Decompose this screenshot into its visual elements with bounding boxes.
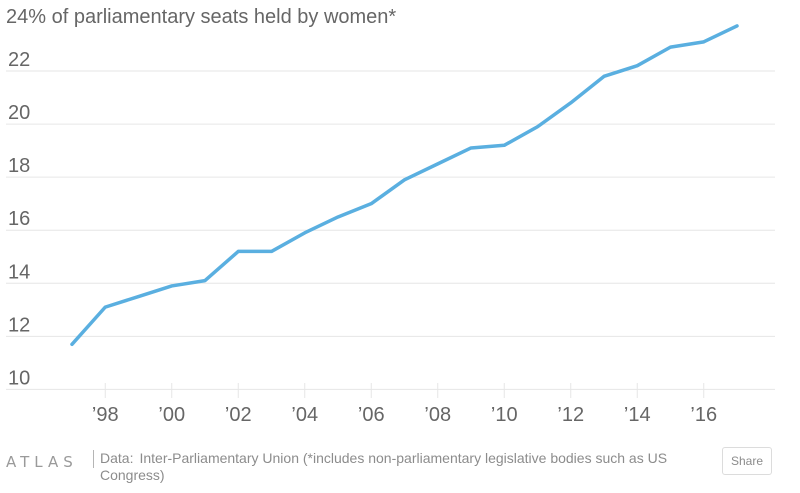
data-point [336,215,340,219]
x-tick-label: ’16 [690,404,717,426]
x-grid-lines [104,383,705,398]
data-point [669,45,672,49]
y-tick-label: 12 [8,314,30,336]
x-tick-label: ’14 [624,404,651,426]
x-tick-label: ’02 [225,404,252,426]
x-tick-label: ’08 [424,404,451,426]
data-point [469,146,473,150]
y-axis-ticks: 10 12 14 16 18 20 22 [8,49,30,389]
y-tick-label: 18 [8,155,30,177]
y-tick-label: 10 [8,367,30,389]
series-layer [70,24,739,347]
x-tick-label: ’12 [557,404,584,426]
y-tick-label: 22 [8,49,30,71]
atlas-logo: ATLAS [6,453,78,471]
chart-footer: ATLAS Data: Inter-Parliamentary Union (*i… [6,447,794,487]
data-point [436,162,440,166]
data-point [502,143,506,147]
x-tick-label: ’00 [158,404,185,426]
x-axis-ticks: ’98 ’00 ’02 ’04 ’06 ’08 ’10 ’12 ’14 ’16 [92,404,717,426]
data-point [635,64,639,68]
data-point [236,249,240,253]
data-point [303,231,307,235]
x-tick-label: ’10 [491,404,518,426]
data-point [602,74,606,78]
data-point [137,295,140,299]
x-tick-label: ’06 [358,404,385,426]
data-point [569,101,573,105]
x-tick-label: ’04 [291,404,318,426]
data-point [536,125,539,129]
data-point [702,40,706,44]
share-button[interactable]: Share [722,447,772,475]
data-point [203,279,207,283]
logo-divider [93,450,94,468]
data-point [403,178,406,182]
data-point [369,202,373,206]
data-point [270,249,273,253]
data-point [103,305,107,309]
data-point [70,342,74,346]
source-text: Inter-Parliamentary Union (*includes non… [100,450,668,483]
y-tick-label: 20 [8,102,30,124]
source-note: Data: Inter-Parliamentary Union (*include… [100,450,720,484]
chart-title: 24% of parliamentary seats held by women… [6,6,396,28]
y-tick-label: 16 [8,208,30,230]
data-point [170,284,174,288]
data-point [735,24,739,28]
source-label: Data: [100,450,134,466]
x-tick-label: ’98 [92,404,119,426]
series-line [70,24,739,347]
grid-lines [6,70,775,390]
y-tick-label: 14 [8,261,30,283]
